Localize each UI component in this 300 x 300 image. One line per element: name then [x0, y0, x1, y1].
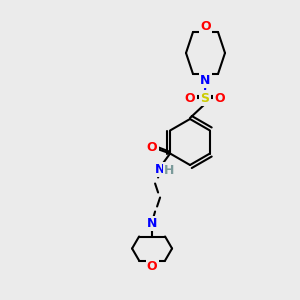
- Text: N: N: [155, 163, 165, 176]
- Text: O: O: [185, 92, 195, 104]
- Text: N: N: [147, 217, 157, 230]
- Text: H: H: [164, 164, 174, 177]
- Text: O: O: [215, 92, 225, 104]
- Text: N: N: [200, 74, 211, 86]
- Text: O: O: [147, 260, 158, 273]
- Text: O: O: [200, 20, 211, 32]
- Text: S: S: [200, 92, 209, 104]
- Text: O: O: [147, 141, 158, 154]
